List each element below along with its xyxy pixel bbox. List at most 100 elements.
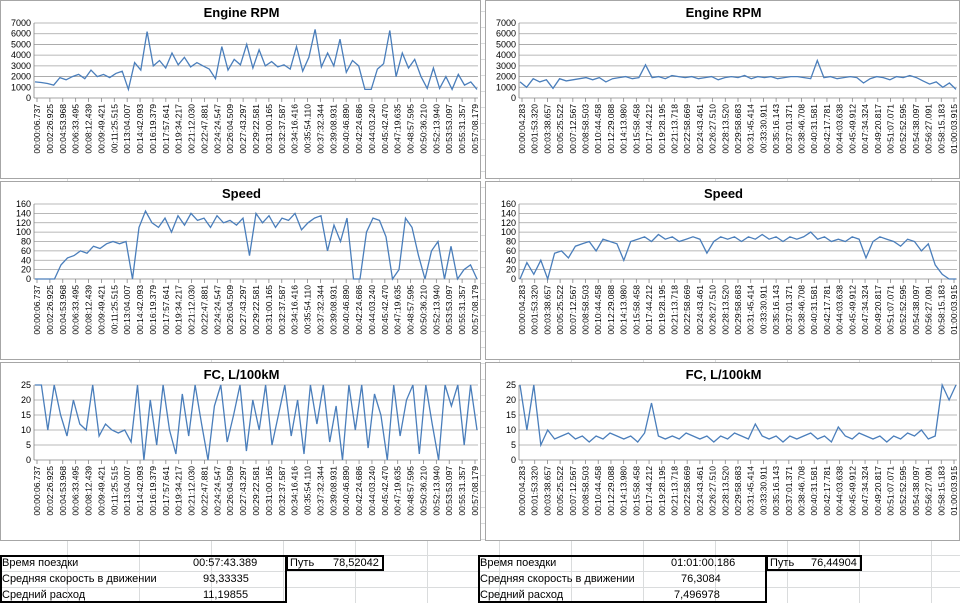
- series-line-speed-left: [35, 209, 478, 281]
- x-tick-label: 00:26:27.510: [708, 104, 718, 154]
- x-tick-label: 00:21:12.030: [187, 466, 197, 516]
- distance-label[interactable]: Путь: [290, 557, 315, 569]
- trip-time-value[interactable]: 00:57:43.389: [193, 557, 258, 569]
- y-tick-label: 1000: [11, 82, 31, 92]
- chart-title: FC, L/100kM: [204, 367, 280, 382]
- avg-fc-value[interactable]: 7,496978: [674, 589, 720, 601]
- y-tick-label: 0: [511, 274, 516, 284]
- x-tick-label: 00:03:38.657: [542, 466, 552, 516]
- x-tick-label: 00:49:20.817: [873, 104, 883, 154]
- x-tick-label: 00:10:44.458: [593, 285, 603, 335]
- x-tick-label: 00:17:44.212: [644, 466, 654, 516]
- chart-title: Engine RPM: [686, 5, 762, 20]
- x-tick-label: 00:33:30.911: [758, 104, 768, 153]
- x-tick-label: 00:34:16.416: [290, 104, 300, 154]
- x-tick-label: 00:37:01.371: [784, 104, 794, 154]
- y-tick-label: 40: [506, 255, 516, 265]
- chart-speed-right[interactable]: Speed 0 20 40 60 80 100 120 140 160 00:00:04.283 00…: [485, 181, 960, 360]
- series-line-rpm-left: [34, 29, 478, 92]
- x-tick-label: 01:00:03.915: [949, 104, 959, 154]
- x-tick-label: 00:35:16.143: [771, 104, 781, 154]
- y-tick-label: 20: [506, 265, 516, 275]
- x-tick-label: 00:45:49.912: [847, 285, 857, 335]
- trip-time-value[interactable]: 01:01:00.186: [671, 557, 736, 569]
- x-tick-label: 00:10:44.458: [593, 104, 603, 154]
- avg-fc-value[interactable]: 11,19855: [203, 589, 249, 601]
- x-tick-label: 00:52:52.595: [898, 104, 908, 154]
- y-tick-label: 5000: [11, 39, 31, 49]
- avg-speed-label[interactable]: Средняя скорость в движении: [480, 573, 635, 585]
- x-tick-label: 00:04:53.968: [58, 285, 68, 335]
- x-tick-label: 00:05:25.522: [555, 104, 565, 154]
- x-tick-label: 00:01:53.320: [530, 466, 540, 516]
- x-tick-label: 00:14:42.093: [135, 285, 145, 335]
- x-tick-label: 00:08:58.503: [581, 466, 591, 516]
- x-tick-label: 00:35:16.143: [771, 285, 781, 335]
- x-tick-label: 00:58:15.183: [936, 285, 946, 335]
- y-tick-label: 40: [21, 255, 31, 265]
- x-tick-label: 00:12:29.088: [606, 466, 616, 516]
- chart-rpm-right[interactable]: Engine RPM 0 1000 2000 3000 4000 5000 6000 7000 0…: [485, 0, 960, 179]
- distance-label[interactable]: Путь: [770, 557, 795, 569]
- avg-speed-label[interactable]: Средняя скорость в движении: [2, 573, 157, 585]
- chart-speed-left[interactable]: Speed 0 20 40 60 80 100 120 140 160 00:00:06.737 00…: [0, 181, 481, 360]
- x-tick-label: 00:57:08.179: [470, 285, 480, 335]
- x-tick-label: 00:45:42.470: [380, 466, 390, 516]
- y-tick-label: 0: [26, 455, 31, 465]
- x-tick-label: 00:37:32.344: [315, 285, 325, 335]
- x-tick-label: 00:35:54.110: [303, 285, 313, 334]
- x-tick-label: 00:29:58.683: [733, 104, 743, 154]
- x-tick-label: 00:52:13.940: [431, 466, 441, 516]
- x-tick-label: 00:09:49.421: [96, 466, 106, 516]
- chart-fc-left[interactable]: FC, L/100kM 0 5 10 15 20 25 00:00:06.737 00:02:2…: [0, 362, 481, 541]
- x-tick-label: 00:57:08.179: [470, 466, 480, 516]
- avg-fc-label[interactable]: Средний расход: [480, 589, 564, 601]
- x-tick-label: 00:47:34.324: [860, 466, 870, 516]
- y-tick-label: 1000: [496, 82, 516, 92]
- y-tick-label: 120: [16, 218, 31, 228]
- x-tick-label: 00:17:57.641: [161, 285, 171, 335]
- x-tick-label: 00:17:44.212: [644, 285, 654, 335]
- x-tick-label: 00:55:31.357: [457, 466, 467, 516]
- chart-rpm-left[interactable]: Engine RPM 0 1000 2000 3000 4000 5000 6000 7000 0…: [0, 0, 481, 179]
- x-tick-label: 00:15:58.458: [631, 285, 641, 335]
- distance-value[interactable]: 76,44904: [811, 557, 857, 569]
- y-tick-label: 140: [16, 208, 31, 218]
- x-tick-label: 00:47:19.635: [393, 466, 403, 516]
- trip-time-label[interactable]: Время поездки: [480, 557, 557, 569]
- y-tick-label: 3000: [496, 61, 516, 71]
- x-tick-label: 00:16:19.379: [148, 285, 158, 335]
- x-tick-label: 00:44:03.638: [835, 285, 845, 335]
- x-tick-label: 00:12:29.088: [606, 104, 616, 154]
- x-tick-label: 00:31:45.414: [746, 104, 756, 154]
- y-tick-label: 120: [501, 218, 516, 228]
- x-tick-label: 00:53:53.097: [444, 104, 454, 154]
- x-tick-label: 00:26:27.510: [708, 285, 718, 335]
- x-tick-label: 00:26:27.510: [708, 466, 718, 516]
- x-tick-label: 00:04:53.968: [58, 104, 68, 154]
- x-tick-label: 00:55:31.357: [457, 104, 467, 154]
- trip-time-label[interactable]: Время поездки: [2, 557, 79, 569]
- x-tick-label: 00:14:13.980: [619, 104, 629, 154]
- x-tick-label: 00:42:24.686: [354, 104, 364, 154]
- x-tick-label: 00:27:43.297: [238, 285, 248, 335]
- x-tick-label: 00:31:45.414: [746, 466, 756, 516]
- series-line-fc-right: [519, 382, 957, 448]
- chart-fc-right[interactable]: FC, L/100kM 0 5 10 15 20 25 00:00:04.283 00:01:5…: [485, 362, 960, 541]
- x-tick-label: 00:40:31.581: [809, 466, 819, 516]
- avg-speed-value[interactable]: 76,3084: [681, 573, 721, 585]
- avg-fc-label[interactable]: Средний расход: [2, 589, 86, 601]
- x-tick-label: 00:48:57.595: [406, 466, 416, 516]
- x-tick-label: 00:39:08.931: [328, 104, 338, 154]
- x-tick-label: 00:22:58.669: [682, 285, 692, 335]
- x-tick-label: 00:42:24.686: [354, 285, 364, 335]
- avg-speed-value[interactable]: 93,33335: [203, 573, 249, 585]
- chart-title: Speed: [222, 186, 261, 201]
- distance-value[interactable]: 78,52042: [333, 557, 379, 569]
- series-line-speed-right: [519, 231, 956, 282]
- x-tick-label: 00:49:20.817: [873, 285, 883, 335]
- y-tick-label: 100: [501, 227, 516, 237]
- x-tick-label: 00:00:06.737: [32, 104, 42, 154]
- x-tick-label: 00:49:20.817: [873, 466, 883, 516]
